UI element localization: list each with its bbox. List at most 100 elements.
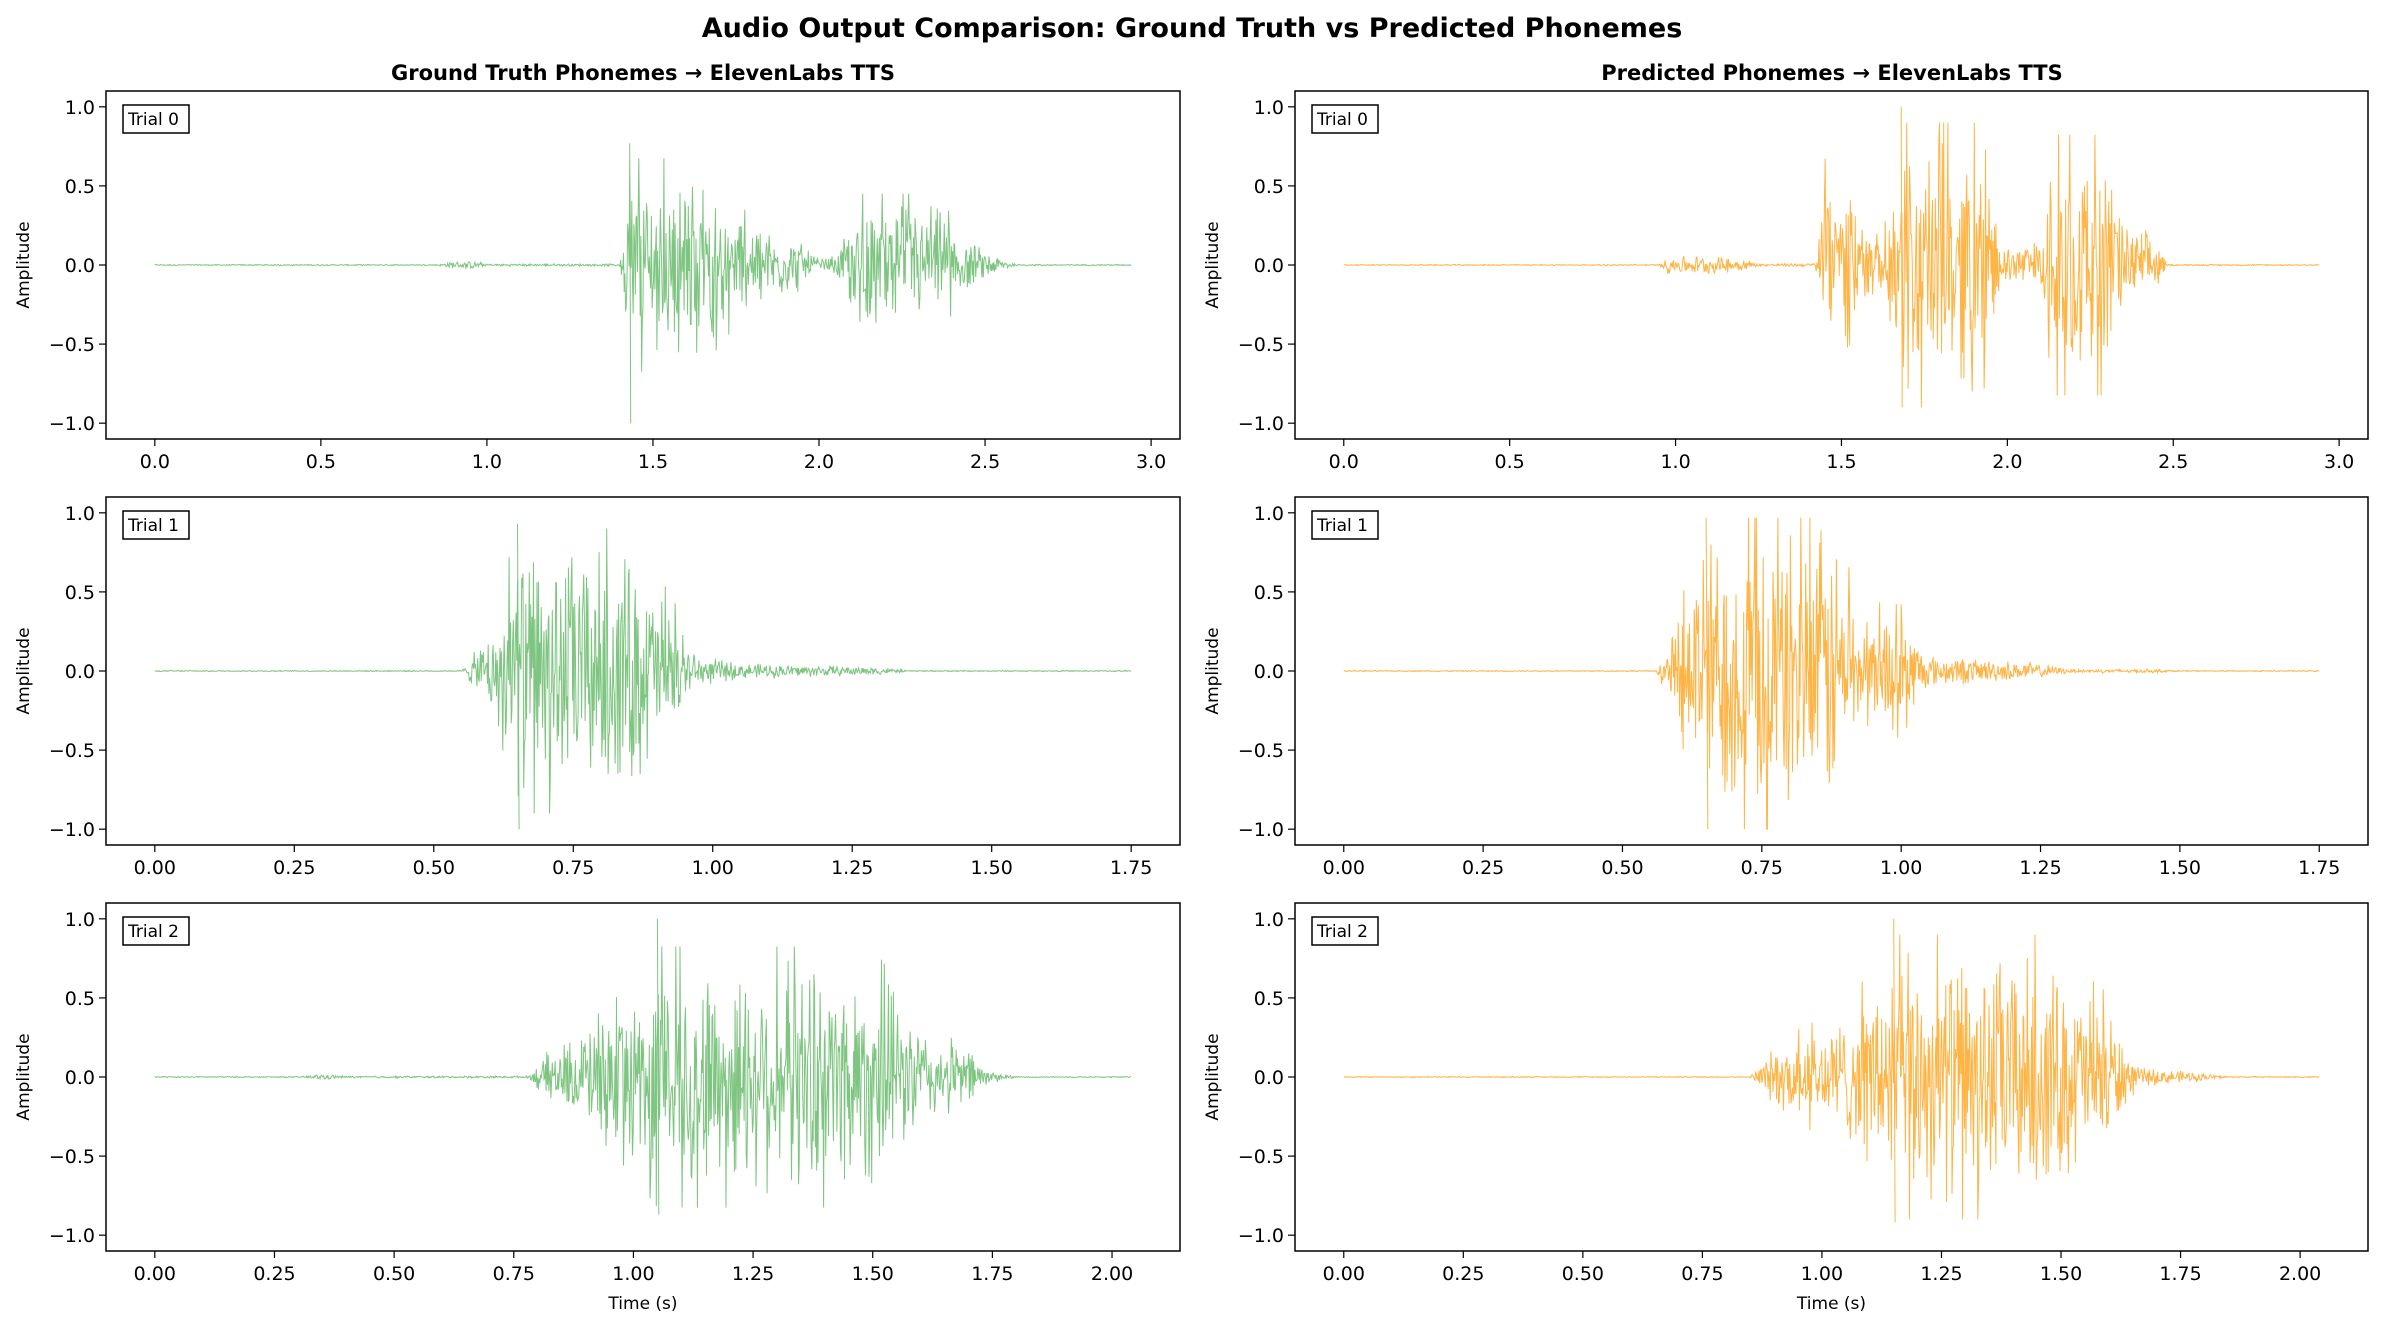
x-tick-label: 0.50 bbox=[1562, 1263, 1604, 1285]
trial-label-box bbox=[1311, 104, 1379, 134]
x-tick-label: 1.0 bbox=[1660, 451, 1690, 473]
x-tick-label: 0.25 bbox=[273, 857, 315, 879]
x-tick-label: 1.75 bbox=[2159, 1263, 2201, 1285]
x-tick-label: 0.5 bbox=[306, 451, 336, 473]
x-tick-label: 1.75 bbox=[1110, 857, 1152, 879]
x-axis-label: Time (s) bbox=[1796, 1294, 1866, 1314]
column-title-ground-truth: Ground Truth Phonemes → ElevenLabs TTS bbox=[391, 61, 895, 85]
y-tick-label: 1.0 bbox=[1254, 503, 1284, 525]
x-tick-label: 1.00 bbox=[1880, 857, 1922, 879]
x-tick-label: 2.00 bbox=[2279, 1263, 2321, 1285]
panel-predicted-trial-1: 0.00 0.25 0.50 0.75 1.00 1.25 1.50 1.75 −1.0 −0.5… bbox=[1203, 496, 2369, 879]
y-tick-label: −1.0 bbox=[1238, 1225, 1284, 1247]
y-tick-label: −0.5 bbox=[49, 334, 95, 356]
x-tick-label: 3.0 bbox=[2324, 451, 2354, 473]
x-tick-label: 1.25 bbox=[831, 857, 873, 879]
x-tick-label: 0.0 bbox=[1329, 451, 1359, 473]
y-tick-label: 0.0 bbox=[1254, 255, 1284, 277]
x-tick-label: 1.0 bbox=[472, 451, 502, 473]
x-tick-label: 0.75 bbox=[1681, 1263, 1723, 1285]
x-tick-label: 2.0 bbox=[804, 451, 834, 473]
y-tick-label: −0.5 bbox=[1238, 334, 1284, 356]
x-tick-label: 1.50 bbox=[852, 1263, 894, 1285]
y-axis-label: Amplitude bbox=[1203, 1033, 1223, 1120]
y-tick-label: −0.5 bbox=[49, 740, 95, 762]
trial-label-box bbox=[122, 510, 190, 540]
trial-label: Trial 0 bbox=[127, 110, 179, 130]
x-tick-label: 1.50 bbox=[2159, 857, 2201, 879]
y-tick-label: 0.0 bbox=[65, 255, 95, 277]
y-tick-label: 0.5 bbox=[1254, 176, 1284, 198]
waveform-line bbox=[1343, 517, 2320, 830]
x-tick-label: 1.5 bbox=[638, 451, 668, 473]
trial-label-box bbox=[1311, 916, 1379, 946]
y-axis-label: Amplitude bbox=[1203, 627, 1223, 714]
x-tick-label: 1.00 bbox=[692, 857, 734, 879]
panel-predicted-trial-2: 0.00 0.25 0.50 0.75 1.00 1.25 1.50 1.75 2.00 −1.0… bbox=[1203, 902, 2369, 1314]
x-tick-label: 1.75 bbox=[971, 1263, 1013, 1285]
y-tick-label: 0.5 bbox=[65, 176, 95, 198]
x-tick-label: 0.00 bbox=[134, 857, 176, 879]
trial-label: Trial 1 bbox=[127, 516, 179, 536]
y-tick-label: 0.0 bbox=[65, 661, 95, 683]
waveform-line bbox=[1343, 106, 2320, 408]
y-tick-label: −1.0 bbox=[49, 413, 95, 435]
x-tick-label: 0.5 bbox=[1495, 451, 1525, 473]
panel-ground-truth-trial-2: 0.00 0.25 0.50 0.75 1.00 1.25 1.50 1.75 2.00 −1.0… bbox=[14, 902, 1181, 1314]
panel-ground-truth-trial-1: 0.00 0.25 0.50 0.75 1.00 1.25 1.50 1.75 −1.0 −0.5… bbox=[14, 496, 1181, 879]
panel-ground-truth-trial-0: 0.0 0.5 1.0 1.5 2.0 2.5 3.0 −1.0 −0.5 0.0 0.5 1.0 Am… bbox=[14, 90, 1181, 473]
x-tick-label: 0.00 bbox=[1323, 857, 1365, 879]
y-tick-label: 1.0 bbox=[65, 97, 95, 119]
trial-label: Trial 0 bbox=[1316, 110, 1368, 130]
trial-label: Trial 2 bbox=[127, 922, 179, 942]
y-tick-label: 0.0 bbox=[65, 1067, 95, 1089]
trial-label: Trial 1 bbox=[1316, 516, 1368, 536]
y-tick-label: 0.5 bbox=[65, 988, 95, 1010]
trial-label: Trial 2 bbox=[1316, 922, 1368, 942]
x-tick-label: 1.00 bbox=[612, 1263, 654, 1285]
y-tick-label: −1.0 bbox=[49, 1225, 95, 1247]
waveform-line bbox=[154, 143, 1132, 424]
x-tick-label: 1.25 bbox=[1920, 1263, 1962, 1285]
x-tick-label: 0.50 bbox=[413, 857, 455, 879]
figure-title: Audio Output Comparison: Ground Truth vs… bbox=[702, 13, 1683, 44]
trial-label-box bbox=[1311, 510, 1379, 540]
y-tick-label: −1.0 bbox=[1238, 413, 1284, 435]
y-axis-label: Amplitude bbox=[1203, 221, 1223, 308]
x-tick-label: 0.25 bbox=[1442, 1263, 1484, 1285]
waveform-line bbox=[154, 523, 1132, 830]
x-tick-label: 1.75 bbox=[2298, 857, 2340, 879]
x-tick-label: 0.25 bbox=[1462, 857, 1504, 879]
y-tick-label: 1.0 bbox=[1254, 97, 1284, 119]
x-tick-label: 0.00 bbox=[134, 1263, 176, 1285]
x-tick-label: 2.5 bbox=[2158, 451, 2188, 473]
y-axis-label: Amplitude bbox=[14, 1033, 34, 1120]
x-tick-label: 1.00 bbox=[1801, 1263, 1843, 1285]
x-tick-label: 0.75 bbox=[493, 1263, 535, 1285]
x-tick-label: 2.5 bbox=[970, 451, 1000, 473]
x-axis-label: Time (s) bbox=[607, 1294, 677, 1314]
trial-label-box bbox=[122, 104, 190, 134]
y-tick-label: 0.0 bbox=[1254, 1067, 1284, 1089]
x-tick-label: 0.75 bbox=[1741, 857, 1783, 879]
x-tick-label: 2.00 bbox=[1091, 1263, 1133, 1285]
x-tick-label: 3.0 bbox=[1136, 451, 1166, 473]
waveform-line bbox=[154, 918, 1132, 1215]
x-tick-label: 0.75 bbox=[552, 857, 594, 879]
y-axis-label: Amplitude bbox=[14, 221, 34, 308]
x-tick-label: 0.25 bbox=[253, 1263, 295, 1285]
y-axis-label: Amplitude bbox=[14, 627, 34, 714]
x-tick-label: 2.0 bbox=[1992, 451, 2022, 473]
y-tick-label: −0.5 bbox=[1238, 740, 1284, 762]
y-tick-label: 0.0 bbox=[1254, 661, 1284, 683]
y-tick-label: −0.5 bbox=[1238, 1146, 1284, 1168]
y-tick-label: 0.5 bbox=[1254, 988, 1284, 1010]
x-tick-label: 1.50 bbox=[971, 857, 1013, 879]
x-tick-label: 1.50 bbox=[2040, 1263, 2082, 1285]
y-tick-label: 1.0 bbox=[1254, 909, 1284, 931]
x-tick-label: 1.25 bbox=[2019, 857, 2061, 879]
x-tick-label: 0.50 bbox=[1601, 857, 1643, 879]
y-tick-label: 0.5 bbox=[65, 582, 95, 604]
x-tick-label: 0.0 bbox=[140, 451, 170, 473]
